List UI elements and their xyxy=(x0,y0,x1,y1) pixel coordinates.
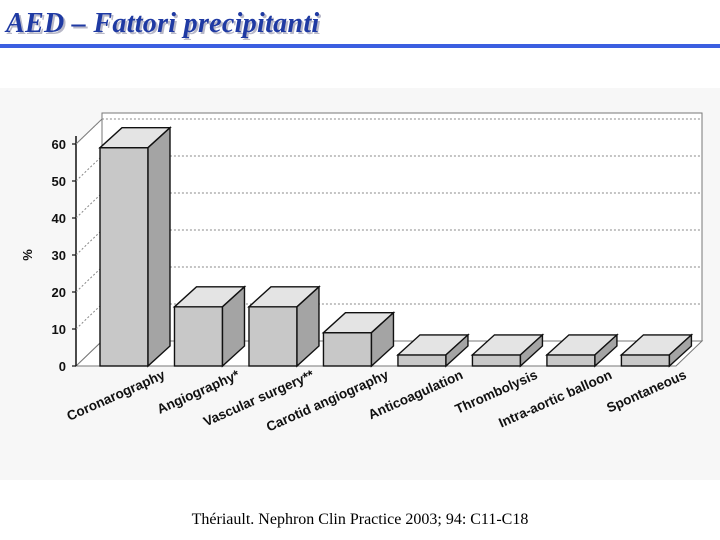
bar-front xyxy=(322,332,373,367)
bar-front xyxy=(248,306,298,367)
citation: Thériault. Nephron Clin Practice 2003; 9… xyxy=(191,511,529,528)
y-axis-label: % xyxy=(20,249,35,261)
y-tick-label: 30 xyxy=(52,248,66,263)
bar xyxy=(321,311,396,368)
bar xyxy=(619,333,694,368)
bar-front xyxy=(620,354,671,367)
bar xyxy=(470,333,545,368)
y-tick-label: 0 xyxy=(59,359,66,374)
bar-front xyxy=(397,354,447,367)
bar xyxy=(396,333,470,368)
side-wall xyxy=(75,117,103,368)
y-tick-label: 60 xyxy=(52,137,66,152)
bar-side xyxy=(147,126,171,368)
bar-side xyxy=(296,285,320,368)
bar-side xyxy=(519,333,544,368)
gridline xyxy=(75,118,702,145)
bar-side xyxy=(221,285,246,368)
bar-side xyxy=(594,333,618,368)
bar-side xyxy=(370,311,395,368)
y-tick-label: 40 xyxy=(52,211,66,226)
y-tick-label: 20 xyxy=(52,285,66,300)
x-category-label: Coronarography xyxy=(64,367,167,424)
bar-chart: 0 10 20 30 40 50 60 CoronarographyAngiography*… xyxy=(20,112,704,435)
chart-bars xyxy=(98,126,694,368)
y-tick-label: 10 xyxy=(52,322,66,337)
bar xyxy=(172,285,247,368)
y-axis-ticks: 0 10 20 30 40 50 60 xyxy=(52,137,76,374)
bar-front xyxy=(546,354,596,367)
bar xyxy=(98,126,172,368)
bar-side xyxy=(668,333,693,368)
y-tick-label: 50 xyxy=(52,174,66,189)
x-category-label: Carotid angiography xyxy=(264,367,391,435)
bar-front xyxy=(471,354,522,367)
bar xyxy=(545,333,619,368)
bar-front xyxy=(173,306,224,367)
title-underline xyxy=(0,44,720,48)
bar-side xyxy=(445,333,469,368)
bar xyxy=(247,285,321,368)
slide-title: AED – Fattori precipitanti xyxy=(6,8,320,39)
bar-front xyxy=(99,146,149,367)
x-category-label: Spontaneous xyxy=(604,367,688,415)
